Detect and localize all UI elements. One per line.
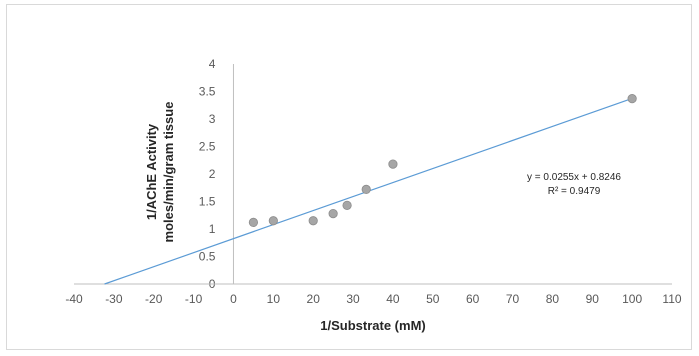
y-tick-label: 0.5 (199, 250, 216, 264)
data-point (627, 94, 637, 104)
x-axis-title: 1/Substrate (mM) (320, 318, 425, 333)
y-axis-title-line-2: moles/min/gram tissue (161, 102, 176, 243)
x-tick-label: -30 (105, 292, 123, 306)
data-point (342, 200, 352, 210)
y-tick-label: 1 (209, 222, 216, 236)
x-tick-label: 100 (622, 292, 642, 306)
x-tick-label: 50 (426, 292, 440, 306)
x-tick-label: 0 (230, 292, 237, 306)
data-point (268, 216, 278, 226)
data-point (248, 217, 258, 227)
chart-frame (6, 4, 692, 350)
x-tick-label: 10 (267, 292, 281, 306)
y-tick-label: 3 (209, 112, 216, 126)
x-tick-label: 20 (307, 292, 321, 306)
data-point (388, 159, 398, 169)
x-tick-label: -40 (65, 292, 83, 306)
x-tick-label: 90 (586, 292, 600, 306)
x-tick-label: 70 (506, 292, 520, 306)
x-tick-label: -20 (145, 292, 163, 306)
trendline-equation: y = 0.0255x + 0.8246 (527, 172, 621, 183)
trendline-r-squared: R² = 0.9479 (548, 186, 601, 197)
x-tick-label: 40 (386, 292, 400, 306)
x-tick-label: 80 (546, 292, 560, 306)
y-axis-title-line-1: 1/AChE Activity (144, 123, 159, 220)
x-tick-label: -10 (185, 292, 203, 306)
x-tick-label: 60 (466, 292, 480, 306)
x-tick-label: 30 (346, 292, 360, 306)
y-tick-label: 1.5 (199, 195, 216, 209)
data-point (328, 209, 338, 219)
y-tick-label: 2.5 (199, 140, 216, 154)
y-tick-label: 4 (209, 57, 216, 71)
data-point (361, 184, 371, 194)
data-points (248, 94, 637, 227)
x-tick-label: 110 (662, 292, 681, 306)
y-tick-labels: 00.511.522.533.54 (199, 57, 216, 291)
data-point (308, 216, 318, 226)
y-tick-label: 3.5 (199, 85, 216, 99)
x-tick-labels: -40 -30 -20 -10 0 10 20 30 40 50 60 70 80 90 100 110 (65, 292, 682, 306)
y-tick-label: 2 (209, 167, 216, 181)
